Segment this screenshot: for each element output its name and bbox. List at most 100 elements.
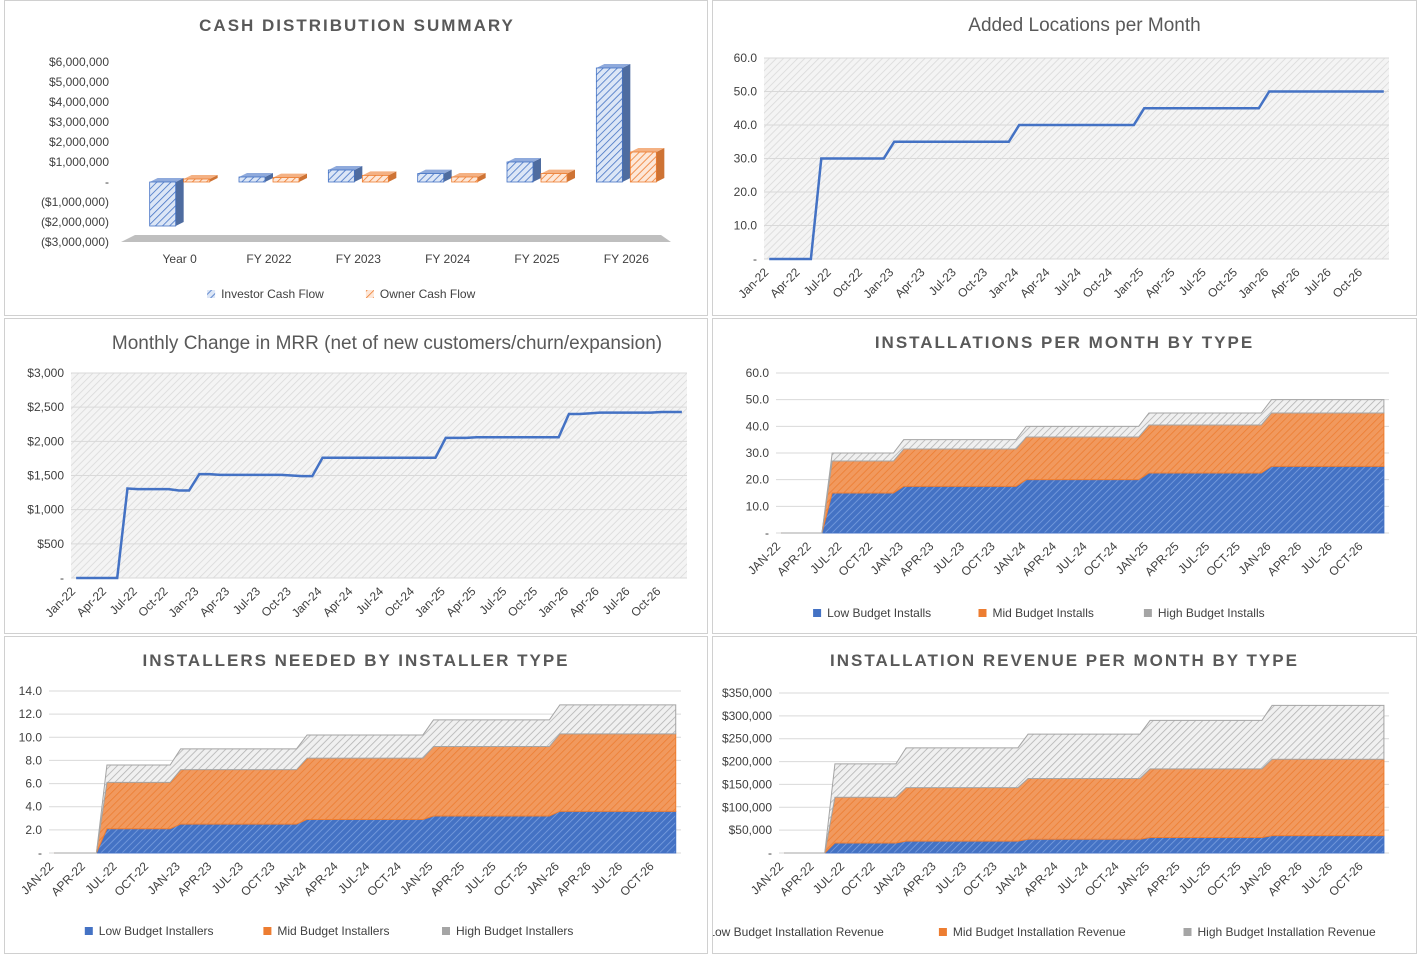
cash-distribution-panel: CASH DISTRIBUTION SUMMARY $6,000,000 $5,00… — [4, 0, 708, 316]
x-tick-label: OCT-23 — [238, 859, 278, 899]
y-tick-label: - — [765, 526, 769, 540]
x-tick-label: Apr-26 — [1267, 265, 1303, 301]
x-tick-label: APR-24 — [301, 859, 341, 899]
investor-cash-flow-bar — [327, 166, 363, 183]
y-tick-label: $3,000,000 — [49, 115, 109, 129]
owner-cash-flow-bar — [272, 173, 307, 183]
x-tick-label: APR-26 — [554, 859, 594, 899]
x-tick-label: APR-23 — [175, 859, 215, 899]
legend-swatch — [813, 609, 822, 617]
x-tick-label: OCT-22 — [836, 539, 876, 579]
x-tick-label: Apr-24 — [320, 584, 356, 620]
monthly-mrr-change-panel: Monthly Change in MRR (net of new custom… — [4, 318, 708, 634]
x-tick-label: APR-25 — [1143, 859, 1183, 899]
x-category-label: FY 2023 — [336, 252, 381, 266]
x-tick-label: Jan-24 — [289, 584, 325, 620]
owner-cash-flow-bar — [629, 148, 665, 183]
x-tick-label: OCT-25 — [491, 859, 531, 899]
y-tick-label: 4.0 — [25, 800, 42, 814]
y-tick-label: 10.0 — [734, 219, 758, 233]
investor-cash-flow-bar — [238, 173, 273, 183]
y-tick-label: $4,000,000 — [49, 95, 109, 109]
x-category-label: FY 2025 — [514, 252, 559, 266]
high-budget-area — [784, 704, 1385, 854]
x-tick-label: Jul-26 — [600, 584, 633, 617]
x-tick-label: OCT-24 — [364, 859, 404, 899]
x-tick-label: Oct-24 — [1080, 265, 1116, 301]
x-tick-label: Jan-24 — [985, 265, 1021, 301]
x-tick-label: Oct-25 — [505, 584, 541, 620]
y-tick-label: - — [105, 175, 109, 189]
legend-label: High Budget Installs — [1158, 606, 1265, 620]
y-tick-label: $350,000 — [722, 686, 772, 700]
x-tick-label: OCT-25 — [1203, 539, 1243, 579]
legend-label: Mid Budget Installs — [993, 606, 1094, 620]
y-tick-label: $1,500 — [27, 469, 64, 483]
x-tick-label: Jan-25 — [1110, 265, 1146, 301]
legend-swatch — [1183, 928, 1192, 936]
x-tick-label: Jan-22 — [735, 265, 771, 301]
y-tick-label: $200,000 — [722, 755, 772, 769]
x-category-label: Year 0 — [163, 252, 198, 266]
x-tick-label: APR-23 — [899, 859, 939, 899]
legend-swatch — [365, 290, 374, 298]
investor-cash-flow-bar — [149, 178, 184, 227]
x-tick-label: Apr-25 — [443, 584, 479, 620]
y-tick-label: - — [753, 252, 757, 266]
legend-label: High Budget Installers — [456, 924, 573, 938]
legend-label: Low Budget Installers — [99, 924, 214, 938]
y-tick-label: $1,000,000 — [49, 155, 109, 169]
series-line — [76, 410, 682, 580]
x-tick-label: Apr-23 — [892, 265, 928, 301]
y-tick-label: 40.0 — [746, 419, 770, 433]
high-budget-area — [781, 399, 1385, 534]
legend-swatch — [84, 927, 93, 935]
x-tick-label: APR-26 — [1265, 539, 1305, 579]
x-tick-label: Jan-26 — [1235, 265, 1271, 301]
y-tick-label: - — [768, 846, 772, 860]
chart-title: INSTALLATION REVENUE PER MONTH BY TYPE — [830, 651, 1299, 670]
y-tick-label: ($1,000,000) — [41, 195, 109, 209]
legend-swatch — [263, 927, 272, 935]
x-tick-label: APR-22 — [774, 539, 814, 579]
y-tick-label: 6.0 — [25, 777, 42, 791]
y-tick-label: 50.0 — [746, 393, 770, 407]
legend-swatch — [938, 928, 947, 936]
y-tick-label: $6,000,000 — [49, 55, 109, 69]
x-tick-label: APR-25 — [428, 859, 468, 899]
chart-svg: CASH DISTRIBUTION SUMMARY $6,000,000 $5,00… — [41, 16, 671, 301]
owner-cash-flow-bar — [451, 173, 486, 183]
legend-label: High Budget Installation Revenue — [1198, 925, 1376, 939]
chart-title: CASH DISTRIBUTION SUMMARY — [199, 16, 515, 35]
y-tick-label: $3,000 — [27, 366, 64, 380]
legend-swatch — [207, 290, 216, 298]
chart-title: INSTALLERS NEEDED BY INSTALLER TYPE — [142, 651, 569, 670]
x-tick-label: Apr-22 — [767, 265, 803, 301]
x-tick-label: Jul-25 — [476, 584, 509, 617]
legend-label: Low Budget Installs — [827, 606, 931, 620]
y-tick-label: $300,000 — [722, 709, 772, 723]
y-tick-label: $2,000 — [27, 434, 64, 448]
y-tick-label: $250,000 — [722, 732, 772, 746]
y-tick-label: 30.0 — [746, 446, 770, 460]
added-locations-panel: Added Locations per Month - 10.0 20.0 30.0 40… — [712, 0, 1417, 316]
chart-svg: INSTALLATION REVENUE PER MONTH BY TYPE - $… — [713, 651, 1389, 939]
x-tick-label: Jul-24 — [1051, 265, 1084, 298]
x-tick-label: APR-26 — [1265, 859, 1305, 899]
x-tick-label: Oct-23 — [955, 265, 991, 301]
investor-cash-flow-bar — [417, 169, 452, 183]
installation-revenue-panel: INSTALLATION REVENUE PER MONTH BY TYPE - $… — [712, 636, 1417, 954]
y-tick-label: $100,000 — [722, 800, 772, 814]
x-tick-label: Apr-23 — [197, 584, 233, 620]
x-tick-label: OCT-24 — [1081, 539, 1121, 579]
x-category-label: FY 2022 — [246, 252, 291, 266]
chart-title: Added Locations per Month — [968, 15, 1200, 36]
x-tick-label: Oct-25 — [1205, 265, 1241, 301]
y-tick-label: 50.0 — [734, 85, 758, 99]
y-tick-label: 20.0 — [734, 185, 758, 199]
x-tick-label: Jan-22 — [42, 584, 78, 620]
x-tick-label: OCT-22 — [112, 859, 152, 899]
x-tick-label: OCT-24 — [1082, 859, 1122, 899]
x-tick-label: Jul-23 — [230, 584, 263, 617]
y-tick-label: ($2,000,000) — [41, 215, 109, 229]
